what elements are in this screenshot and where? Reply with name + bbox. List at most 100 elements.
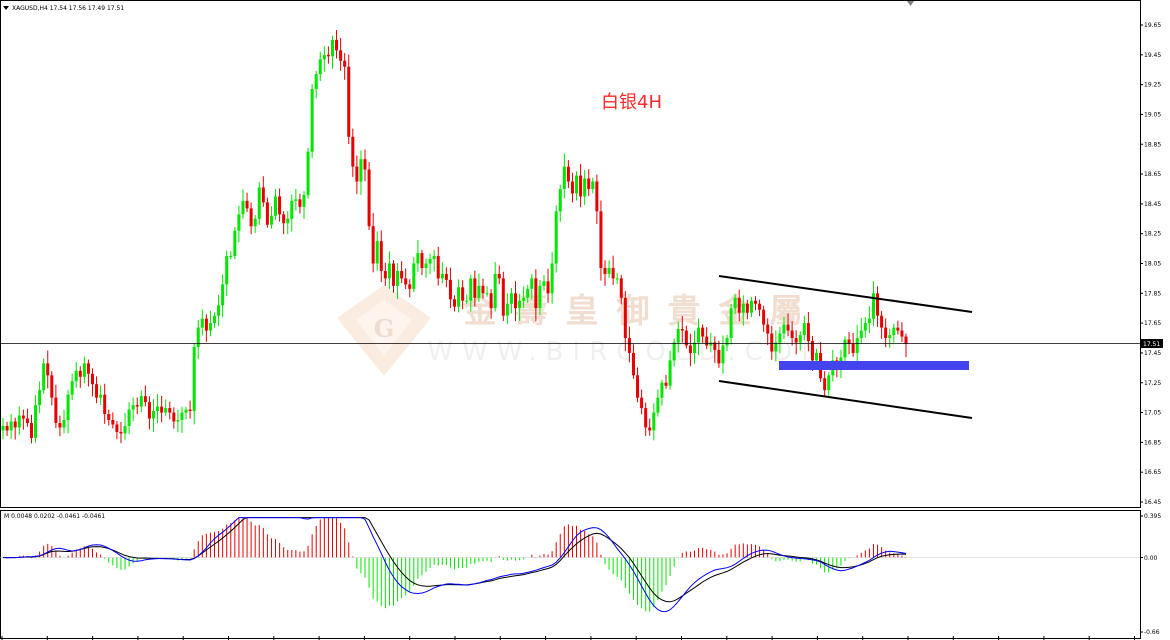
candle-body	[587, 178, 591, 189]
candle-body	[880, 315, 884, 328]
candle	[204, 314, 208, 342]
candle	[274, 189, 278, 220]
candle	[34, 395, 38, 443]
candle	[497, 265, 501, 285]
candle-body	[867, 318, 871, 324]
candle	[131, 397, 135, 422]
candle-body	[290, 200, 294, 219]
support-zone[interactable]	[779, 361, 969, 370]
candle	[619, 274, 623, 305]
candle-body	[90, 373, 94, 385]
candle-body	[485, 293, 489, 295]
candle-body	[70, 381, 74, 395]
candle-body	[566, 166, 570, 182]
candle-body	[806, 323, 810, 342]
candle	[13, 417, 17, 440]
candle-body	[355, 166, 359, 182]
candle	[892, 323, 896, 343]
candle	[5, 421, 9, 436]
candle	[680, 316, 684, 343]
candle	[587, 169, 591, 196]
candle-body	[245, 200, 249, 209]
candle	[733, 294, 737, 314]
channel-upper-line[interactable]	[718, 275, 973, 313]
price-axis-tick: 17.45	[1144, 350, 1161, 357]
candle-body	[314, 74, 318, 90]
candle-body	[233, 230, 237, 257]
candle-body	[855, 338, 859, 353]
candle	[1, 417, 5, 440]
candle-body	[25, 418, 29, 423]
candle-body	[660, 382, 664, 398]
candle	[25, 408, 29, 427]
candle	[762, 305, 766, 332]
candle-body	[599, 211, 603, 268]
candle	[249, 202, 253, 235]
channel-lower-line[interactable]	[718, 380, 973, 419]
candle-body	[156, 406, 160, 412]
candle-body	[253, 218, 257, 227]
candle-body	[631, 352, 635, 376]
candle-body	[457, 287, 461, 307]
candle-body	[859, 330, 863, 339]
candle-body	[330, 39, 334, 57]
candle-body	[615, 278, 619, 280]
candle	[200, 309, 204, 336]
candle-body	[42, 363, 46, 391]
candle-body	[530, 278, 534, 289]
candle-body	[782, 324, 786, 334]
candle-body	[493, 273, 497, 309]
chart-shift-marker-icon[interactable]	[907, 1, 914, 6]
candle-body	[78, 370, 82, 377]
candle-body	[379, 241, 383, 271]
candle	[473, 270, 477, 307]
candle-body	[188, 409, 192, 412]
candle-body	[400, 270, 404, 279]
candle-body	[522, 297, 526, 301]
candle-body	[343, 60, 347, 67]
candle-body	[367, 169, 371, 227]
candle	[664, 374, 668, 389]
candle	[798, 330, 802, 351]
candle-body	[802, 323, 806, 336]
candle-body	[558, 188, 562, 212]
candle	[688, 333, 692, 367]
candle-body	[192, 346, 196, 412]
candle	[156, 393, 160, 424]
candle	[623, 291, 627, 352]
candle	[326, 46, 330, 64]
candle-body	[50, 375, 54, 398]
symbol-dropdown-icon[interactable]	[3, 6, 9, 10]
candle-body	[884, 327, 888, 339]
candle-body	[851, 343, 855, 353]
candle	[225, 250, 229, 297]
candle	[294, 188, 298, 211]
candle	[774, 330, 778, 362]
candle	[330, 35, 334, 69]
candle-body	[172, 412, 176, 422]
candle-body	[509, 293, 513, 304]
candle-body	[322, 54, 326, 60]
candle	[758, 299, 762, 317]
candle-body	[570, 181, 574, 194]
candle-body	[518, 300, 522, 309]
candle	[469, 274, 473, 312]
candle	[876, 286, 880, 327]
candle-body	[595, 181, 599, 212]
candle-body	[5, 425, 9, 431]
candle	[379, 230, 383, 283]
candle	[465, 294, 469, 305]
candle-body	[269, 215, 273, 225]
candle-body	[473, 278, 477, 298]
candle-body	[815, 352, 819, 361]
candle-body	[213, 315, 217, 324]
candle	[530, 274, 534, 300]
macd-axis-bottom: -0.66	[1144, 629, 1160, 636]
candle	[485, 286, 489, 297]
candle	[721, 335, 725, 374]
candle-body	[204, 318, 208, 331]
candle	[99, 385, 103, 405]
candle-body	[465, 300, 469, 302]
